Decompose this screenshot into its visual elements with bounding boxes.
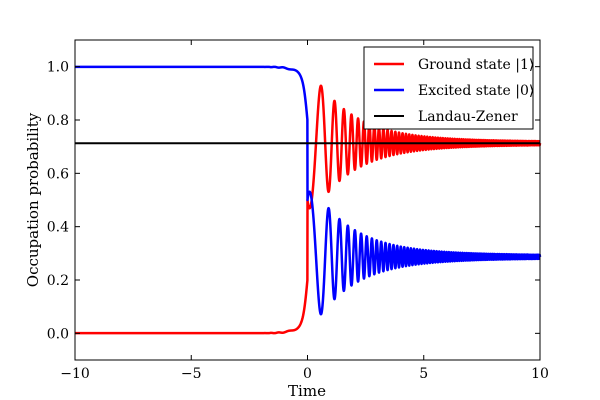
legend-label-excited: Excited state |0⟩ [418,83,534,99]
y-tick-label: 1.0 [47,60,69,76]
legend-label-landau-zener: Landau-Zener [418,109,518,125]
y-tick-label: 0.2 [47,273,69,289]
legend: Ground state |1⟩ Excited state |0⟩ Landa… [363,46,534,130]
y-tick-label: 0.8 [47,113,69,129]
y-tick-label: 0.4 [47,220,69,236]
series-layer [73,65,542,335]
y-tick-label: 0.0 [47,326,69,342]
x-tick-label: 5 [419,366,428,382]
y-axis-label: Occupation probability [24,112,42,287]
plot-frame [74,39,541,361]
x-tick-label: −5 [181,366,202,382]
tick-layer: −10 −5 0 5 10 0.0 0.2 0.4 0.6 0.8 1.0 [47,40,549,382]
series-line-excited-state [73,65,542,316]
legend-label-ground: Ground state |1⟩ [418,57,534,73]
x-axis-label: Time [288,382,326,400]
x-tick-label: −10 [60,366,90,382]
y-tick-label: 0.6 [47,166,69,182]
x-tick-label: 0 [303,366,312,382]
x-tick-label: 10 [531,366,549,382]
